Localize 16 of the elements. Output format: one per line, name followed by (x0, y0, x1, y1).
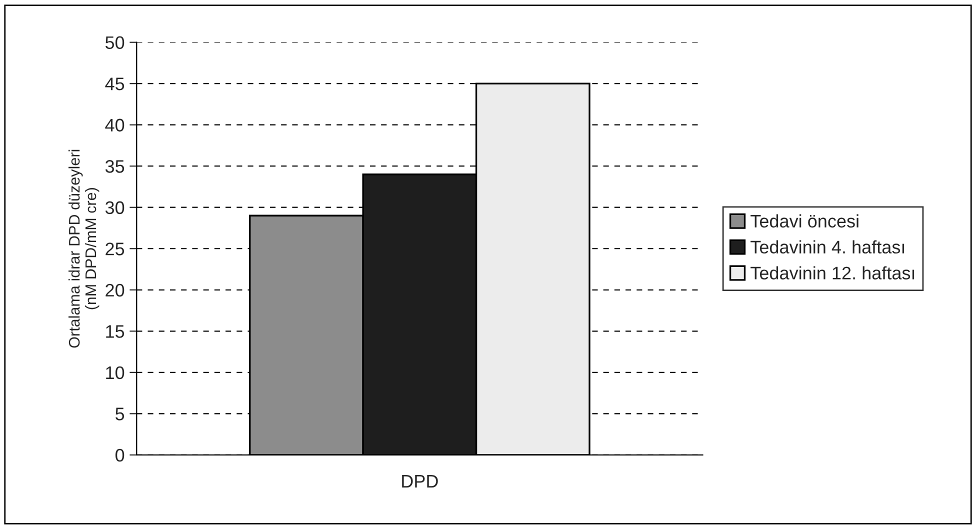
y-tick-label: 35 (105, 160, 124, 173)
y-tick-label: 25 (106, 242, 124, 256)
y-tick-label: 15 (106, 325, 124, 338)
y-tick-label: 5 (116, 408, 124, 420)
x-tick-label: DPD (402, 475, 438, 488)
legend-label: Tedavi öncesi (750, 214, 858, 228)
y-tick-label: 30 (105, 201, 124, 214)
y-tick-label: 40 (105, 118, 124, 132)
y-tick-label: 0 (116, 448, 124, 462)
y-tick-label: 45 (105, 78, 124, 90)
legend-label: Tedavinin 4. haftası (750, 240, 904, 254)
legend-label: Tedavinin 12. haftası (750, 266, 914, 280)
y-tick-label: 10 (106, 366, 124, 380)
y-tick-label: 50 (105, 36, 124, 50)
y-axis-title: Ortalama idrar DPD düzeyleri (nM DPD/mM cre) (68, 150, 100, 348)
y-tick-label: 20 (106, 284, 124, 297)
